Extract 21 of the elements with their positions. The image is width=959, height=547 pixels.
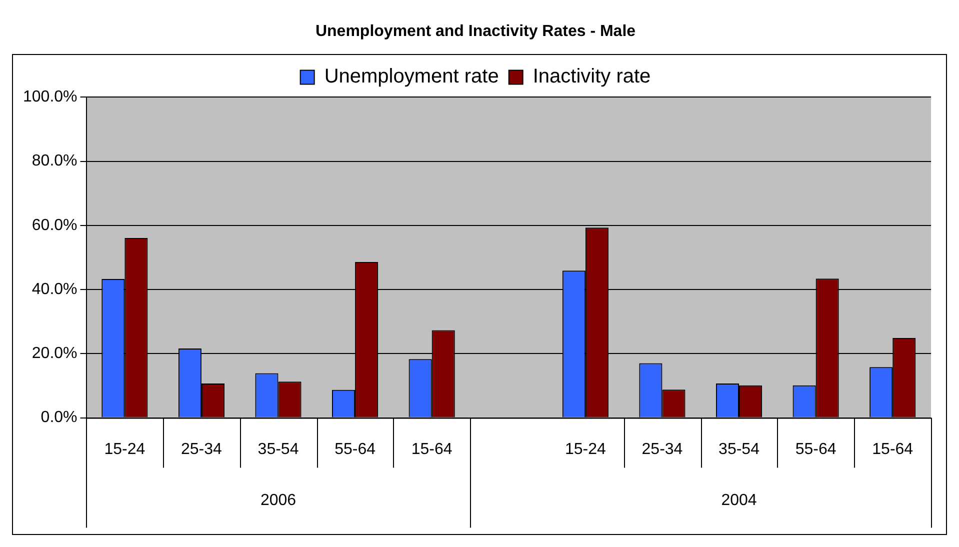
x-tick-label: 15-24: [104, 440, 146, 458]
y-tick-label: 40.0%: [32, 280, 78, 298]
x-tick-label: 35-54: [718, 440, 760, 458]
x-tick-label: 55-64: [334, 440, 376, 458]
legend-label: Inactivity rate: [532, 66, 651, 88]
x-tick-label: 55-64: [795, 440, 836, 458]
x-tick-label: 15-64: [411, 440, 452, 458]
x-tick-label: 25-34: [180, 440, 222, 458]
x-tick-label: 35-54: [258, 440, 299, 458]
x-tick-label: 15-64: [872, 440, 914, 458]
legend-label: Unemployment rate: [324, 66, 499, 88]
y-tick-label: 60.0%: [32, 216, 78, 234]
y-tick-label: 20.0%: [32, 345, 78, 362]
text: 2004: [721, 492, 757, 510]
text: 2006: [260, 492, 296, 510]
y-tick-label: 0.0%: [40, 409, 78, 426]
x-tick-label: 25-34: [642, 440, 683, 458]
x-tick-label: 15-24: [564, 440, 606, 458]
y-tick-label: 100.0%: [23, 88, 78, 106]
y-tick-label: 80.0%: [32, 152, 78, 170]
chart-title: Unemployment and Inactivity Rates - Male: [315, 23, 636, 40]
